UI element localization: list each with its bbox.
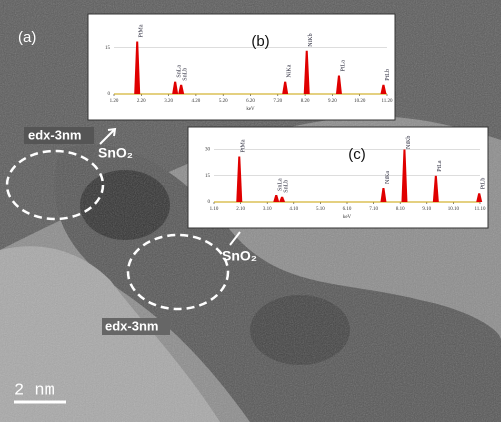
x-tick-label: 2.10 <box>236 207 245 212</box>
y-tick-label: 15 <box>105 46 111 51</box>
x-tick-label: 5.20 <box>219 99 228 104</box>
peak <box>380 188 387 202</box>
peak-label: PtMa <box>139 24 145 37</box>
peak <box>134 41 141 94</box>
peak <box>401 149 408 202</box>
peak-label: PtLb <box>481 178 487 190</box>
x-tick-label: 1.20 <box>110 99 119 104</box>
peak <box>282 81 289 94</box>
peak-label: PtLa <box>340 60 346 72</box>
y-tick-label: 0 <box>108 92 111 97</box>
y-tick-label: 15 <box>205 174 211 179</box>
x-tick-label: 10.10 <box>448 207 460 212</box>
inset <box>87 13 396 121</box>
x-tick-label: 9.20 <box>328 99 337 104</box>
y-tick-label: 30 <box>205 148 211 153</box>
annotation: SnO₂ <box>98 145 133 161</box>
peak <box>178 84 185 94</box>
x-tick-label: 2.20 <box>137 99 146 104</box>
x-tick-label: 8.10 <box>396 207 405 212</box>
x-tick-label: 11.10 <box>474 207 486 212</box>
x-tick-label: 5.10 <box>316 207 325 212</box>
x-axis-label: keV <box>343 215 352 220</box>
inset <box>187 126 489 229</box>
peak <box>236 156 243 202</box>
x-tick-label: 9.10 <box>422 207 431 212</box>
x-tick-label: 3.20 <box>164 99 173 104</box>
x-tick-label: 4.10 <box>289 207 298 212</box>
edx-region <box>5 149 105 221</box>
x-tick-label: 6.20 <box>246 99 255 104</box>
peak-label: PtLa <box>437 160 443 172</box>
peak-label: SnLb <box>183 68 189 81</box>
peak-label: NiKa <box>385 171 391 184</box>
peak <box>273 195 280 202</box>
peak <box>335 75 342 94</box>
annotation: SnO₂ <box>222 248 257 264</box>
peak-label: PtLb <box>385 69 391 81</box>
inset-title: (c) <box>348 146 366 163</box>
x-tick-label: 11.20 <box>381 99 393 104</box>
panel-label: (a) <box>18 29 36 46</box>
peak <box>380 84 387 94</box>
scale-label: 2 nm <box>14 381 55 400</box>
arrow <box>99 129 115 145</box>
arrow-head <box>107 127 117 137</box>
label-bg <box>24 127 94 144</box>
x-axis-label: keV <box>246 107 255 112</box>
arrow <box>229 231 241 246</box>
x-tick-label: 8.20 <box>301 99 310 104</box>
peak-label: SnLa <box>278 178 284 191</box>
peak <box>303 50 310 94</box>
peak-label: SnLa <box>177 65 183 78</box>
x-tick-label: 3.10 <box>263 207 272 212</box>
x-tick-label: 4.20 <box>192 99 201 104</box>
peak-label: NiKa <box>287 64 293 77</box>
peak <box>476 193 483 202</box>
y-tick-label: 0 <box>208 200 211 205</box>
x-tick-label: 7.10 <box>369 207 378 212</box>
peak <box>279 196 286 202</box>
peak <box>172 81 179 94</box>
peak-label: NiKb <box>406 136 412 149</box>
x-tick-label: 6.10 <box>343 207 352 212</box>
x-tick-label: 7.20 <box>273 99 282 104</box>
x-tick-label: 1.10 <box>210 207 219 212</box>
annotation: edx-3nm <box>105 318 158 333</box>
peak-label: SnLb <box>283 180 289 193</box>
peak-label: NiKb <box>308 33 314 46</box>
peak-label: PtMa <box>241 139 247 152</box>
peak <box>432 175 439 202</box>
edx-region <box>126 233 230 311</box>
inset-title: (b) <box>251 33 269 50</box>
x-tick-label: 10.20 <box>354 99 366 104</box>
annotation: edx-3nm <box>28 127 81 142</box>
label-bg <box>102 318 170 335</box>
